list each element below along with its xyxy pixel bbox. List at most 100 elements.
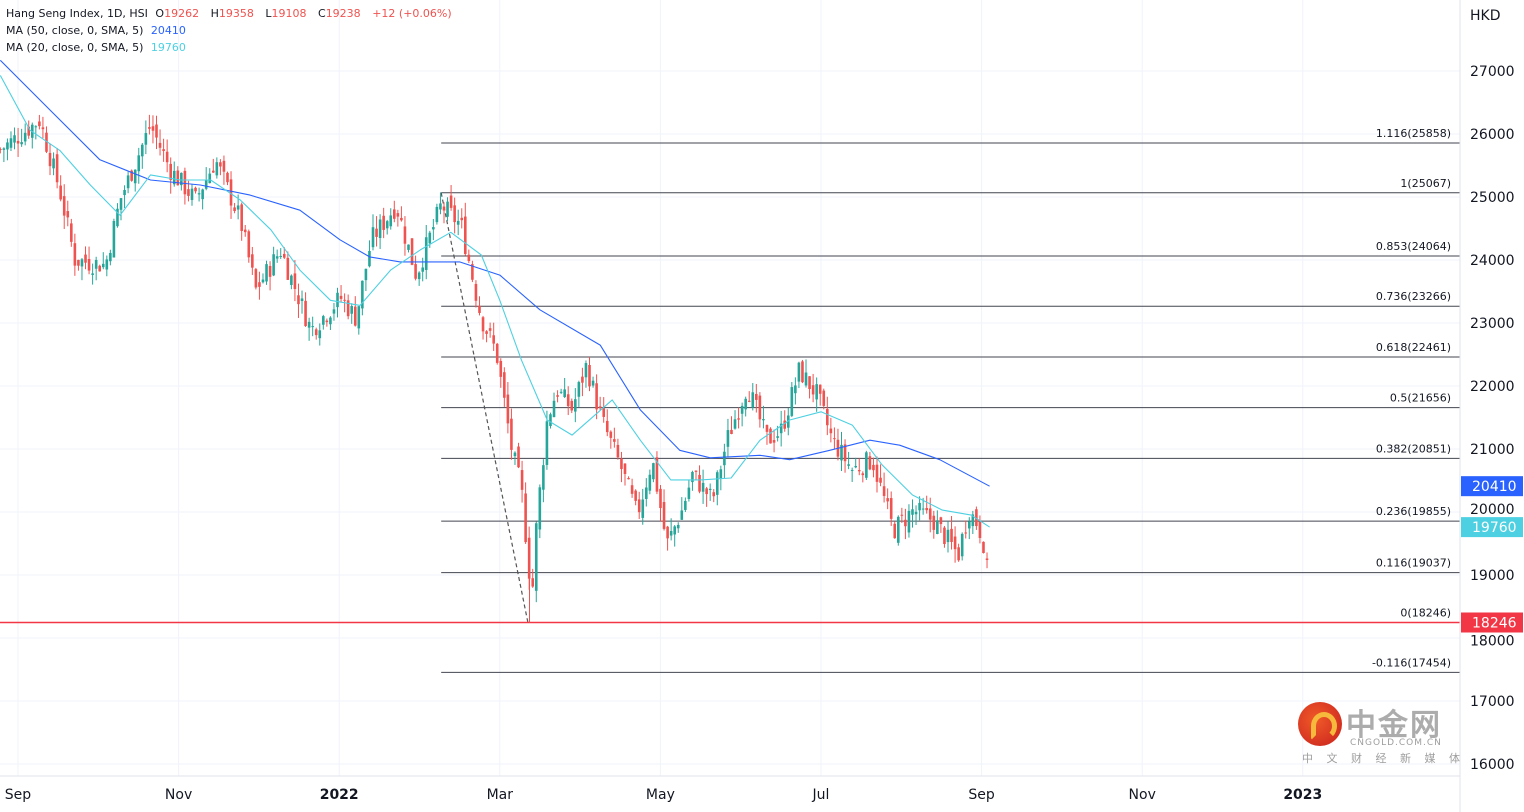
candle-body: [769, 428, 772, 444]
candle-body: [613, 439, 616, 442]
candle-body: [574, 399, 577, 412]
candle-body: [744, 398, 747, 410]
y-tick-label: 16000: [1470, 757, 1515, 773]
candle-body: [197, 193, 201, 195]
candle-body: [6, 142, 9, 150]
candle-body: [598, 406, 602, 409]
candle-body: [843, 444, 847, 462]
candle-body: [34, 126, 38, 128]
candle-body: [332, 309, 336, 314]
watermark-domain: CNGOLD.COM.CN: [1350, 738, 1442, 748]
candle-body: [794, 385, 797, 394]
candle-body: [765, 424, 769, 432]
candle-body: [407, 244, 410, 250]
candle-body: [400, 217, 403, 221]
y-tick-label: 21000: [1470, 442, 1515, 458]
candle-body: [826, 408, 829, 426]
candle-body: [52, 158, 55, 169]
candle-body: [776, 436, 779, 438]
x-tick-label: Mar: [487, 787, 514, 803]
candle-body: [187, 189, 190, 196]
candle-body: [701, 482, 705, 492]
candle-body: [982, 541, 985, 553]
candle-body: [829, 428, 833, 434]
candle-body: [389, 215, 393, 227]
candle-body: [417, 272, 421, 280]
candle-body: [939, 517, 943, 525]
candle-body: [605, 420, 609, 433]
candle-body: [463, 216, 467, 255]
candle-body: [570, 400, 574, 411]
fib-level-label: 1.116(25858): [1376, 127, 1451, 140]
candle-body: [410, 238, 414, 265]
x-tick-label: Sep: [5, 787, 32, 803]
candle-body: [847, 464, 850, 466]
candle-body: [204, 179, 208, 189]
candle-body: [439, 203, 442, 210]
candle-body: [435, 206, 439, 223]
fibonacci-extension[interactable]: 1.116(25858) 1(25067) 0.853(24064) 0.736(23…: [0, 127, 1460, 673]
candle-body: [559, 391, 563, 393]
candle-body: [499, 360, 503, 377]
candle-body: [588, 364, 591, 387]
candle-body: [485, 331, 488, 334]
candle-body: [907, 510, 911, 533]
candle-body: [804, 372, 808, 386]
candle-body: [730, 429, 733, 435]
candle-body: [854, 465, 858, 468]
candle-body: [456, 220, 460, 225]
candle-body: [265, 264, 268, 282]
candle-body: [258, 282, 261, 287]
candle-body: [783, 420, 787, 429]
candle-body: [55, 154, 59, 183]
candle-body: [62, 196, 66, 216]
watermark-slogan: 中 文 财 经 新 媒 体: [1302, 752, 1465, 765]
candle-body: [524, 493, 527, 543]
ma50-legend[interactable]: MA (50, close, 0, SMA, 5) 20410: [6, 24, 190, 37]
candle-body: [552, 400, 556, 418]
candle-body: [364, 268, 368, 281]
candle-body: [176, 170, 180, 186]
candle-body: [733, 419, 737, 429]
candle-body: [16, 140, 20, 144]
candle-body: [637, 499, 641, 513]
candle-body: [226, 172, 229, 183]
candle-body: [474, 283, 478, 301]
ma20-legend[interactable]: MA (20, close, 0, SMA, 5) 19760: [6, 41, 190, 54]
candle-body: [850, 469, 854, 471]
candle-body: [712, 492, 716, 497]
candle-body: [591, 380, 595, 386]
candle-body: [726, 430, 730, 447]
candle-body: [772, 440, 776, 443]
price-axis-label-bg: [1461, 476, 1523, 497]
x-tick-label: Jul: [812, 787, 830, 803]
fib-level-label: 0.618(22461): [1376, 341, 1451, 354]
price-axis-label: 18246: [1472, 616, 1517, 632]
fib-level-label: 0.116(19037): [1376, 557, 1451, 570]
candle-body: [723, 451, 726, 466]
candle-body: [818, 384, 822, 394]
candle-body: [623, 463, 627, 474]
candle-body: [705, 488, 708, 495]
candle-body: [449, 195, 453, 208]
candle-body: [247, 231, 251, 258]
candle-body: [875, 464, 879, 482]
candle-body: [361, 280, 364, 309]
candle-body: [300, 298, 304, 302]
price-axis-label: 20410: [1472, 479, 1517, 495]
candle-body: [492, 335, 495, 344]
price-axis-label-bg: [1461, 612, 1523, 633]
candle-body: [478, 305, 481, 313]
candle-body: [183, 170, 187, 195]
candle-body: [126, 175, 130, 189]
candle-body: [119, 198, 123, 210]
candle-body: [442, 206, 446, 211]
candle-body: [627, 478, 630, 480]
candle-body: [421, 267, 424, 272]
candle-body: [9, 138, 13, 148]
candle-body: [172, 170, 176, 185]
candle-body: [833, 438, 836, 440]
candle-body: [921, 508, 925, 510]
candle-body: [325, 320, 329, 323]
